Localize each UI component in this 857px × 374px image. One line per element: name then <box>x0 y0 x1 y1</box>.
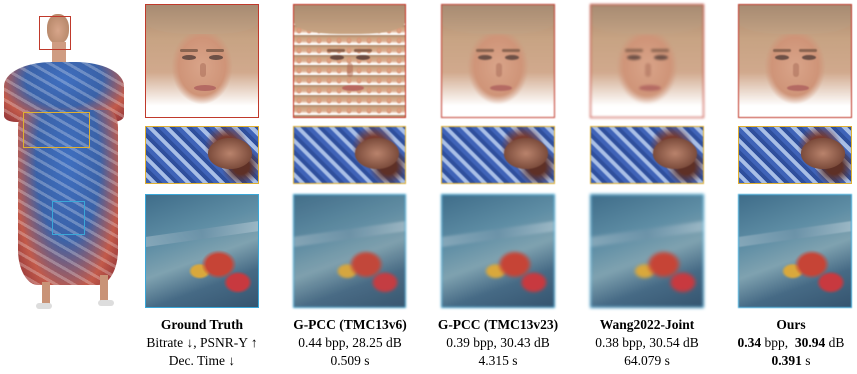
figure-leg-left <box>42 282 50 306</box>
time-line: 0.391 s <box>725 352 857 370</box>
nose <box>792 63 799 78</box>
column-title: Ground Truth <box>160 317 244 332</box>
wang2022-face-crop <box>590 4 704 118</box>
brow <box>327 48 346 52</box>
face-region-box <box>39 16 71 50</box>
tmc13v23-caption: G-PCC (TMC13v23) 0.39 bpp, 30.43 dB 4.31… <box>428 316 568 370</box>
gt-caption: Ground Truth Bitrate ↓, PSNR-Y ↑ Dec. Ti… <box>132 316 272 370</box>
metric-line: 0.44 bpp, 28.25 dB <box>298 335 402 350</box>
ours-caption: Ours 0.34 bpp, 30.94 dB 0.391 s <box>725 316 857 370</box>
hand <box>652 138 698 169</box>
figure-neck <box>52 42 66 66</box>
eye <box>774 55 789 61</box>
ours-face-crop <box>738 4 852 118</box>
pattern-band <box>294 219 405 248</box>
time-line: 64.079 s <box>624 353 670 368</box>
eye <box>504 55 519 61</box>
metric-line: 0.34 bpp, 30.94 dB <box>725 334 857 352</box>
eye <box>626 55 641 61</box>
brow <box>651 48 670 52</box>
pattern-band <box>739 219 851 248</box>
hand-region-box <box>23 112 90 148</box>
eye <box>477 55 492 61</box>
hand <box>503 138 549 169</box>
pattern-band <box>591 219 703 248</box>
skirt-region-box <box>52 201 85 235</box>
metric-line: 0.39 bpp, 30.43 dB <box>446 335 550 350</box>
eye <box>208 55 223 61</box>
gt-hand-crop <box>145 126 259 184</box>
brow <box>475 48 494 52</box>
brow <box>502 48 521 52</box>
brow <box>772 48 791 52</box>
ours-bpp: 0.34 <box>737 335 762 350</box>
tmc13v23-face-crop <box>441 4 555 118</box>
tmc13v23-hand-crop <box>441 126 555 184</box>
hair <box>294 5 405 35</box>
db-unit: dB <box>825 335 845 350</box>
column-title: G-PCC (TMC13v6) <box>293 317 407 332</box>
tmc13v6-caption: G-PCC (TMC13v6) 0.44 bpp, 28.25 dB 0.509… <box>280 316 420 370</box>
time-unit: s <box>801 353 811 368</box>
nose <box>347 63 354 78</box>
ours-time: 0.391 <box>771 353 802 368</box>
hand <box>207 138 253 169</box>
nose <box>495 63 502 78</box>
nose <box>199 63 206 78</box>
tmc13v6-skirt-crop <box>293 194 406 308</box>
figure-head <box>47 14 69 44</box>
wang2022-skirt-crop <box>590 194 704 308</box>
tmc13v23-skirt-crop <box>441 194 555 308</box>
mouth <box>787 84 810 91</box>
hair <box>146 5 258 35</box>
time-line: 4.315 s <box>478 353 518 368</box>
tmc13v6-face-crop <box>293 4 406 118</box>
gt-face-crop <box>145 4 259 118</box>
metric-line: Bitrate ↓, PSNR-Y ↑ <box>146 335 258 350</box>
mouth <box>639 84 662 91</box>
metric-line: 0.38 bpp, 30.54 dB <box>595 335 699 350</box>
time-line: 0.509 s <box>330 353 370 368</box>
eye <box>653 55 668 61</box>
ours-skirt-crop <box>738 194 852 308</box>
figure-foot-left <box>36 303 52 309</box>
time-line: Dec. Time ↓ <box>168 353 236 368</box>
figure-skirt <box>18 110 118 285</box>
brow <box>624 48 643 52</box>
eye <box>329 55 344 61</box>
gt-skirt-crop <box>145 194 259 308</box>
ours-db: 30.94 <box>794 335 826 350</box>
hand <box>355 138 400 169</box>
mouth <box>194 84 217 91</box>
column-title: G-PCC (TMC13v23) <box>437 317 559 332</box>
eye <box>356 55 371 61</box>
figure-foot-right <box>98 300 114 306</box>
brow <box>799 48 818 52</box>
column-title: Ours <box>776 317 806 332</box>
bpp-unit: bpp, <box>761 335 795 350</box>
hair <box>442 5 554 35</box>
mouth <box>490 84 513 91</box>
column-title: Wang2022-Joint <box>599 317 695 332</box>
tmc13v6-hand-crop <box>293 126 406 184</box>
ours-hand-crop <box>738 126 852 184</box>
figure-leg-right <box>100 275 108 303</box>
hair <box>739 5 851 35</box>
hand <box>800 138 846 169</box>
brow <box>353 48 372 52</box>
wang2022-caption: Wang2022-Joint 0.38 bpp, 30.54 dB 64.079… <box>577 316 717 370</box>
mouth <box>341 84 364 91</box>
brow <box>179 48 198 52</box>
pattern-band <box>442 219 554 248</box>
eye <box>181 55 196 61</box>
brow <box>206 48 225 52</box>
pattern-band <box>146 219 258 248</box>
hair <box>591 5 703 35</box>
wang2022-hand-crop <box>590 126 704 184</box>
eye <box>801 55 816 61</box>
full-body-pointcloud <box>0 0 140 315</box>
nose <box>644 63 651 78</box>
